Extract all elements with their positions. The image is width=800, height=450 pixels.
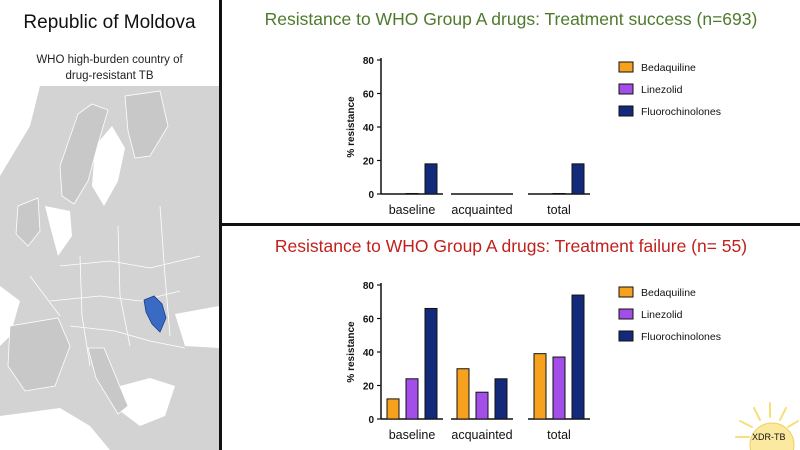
- legend-label-linezolid: Linezolid: [641, 309, 683, 321]
- y-tick-label: 80: [363, 56, 375, 67]
- bar-linezolid: [406, 379, 418, 419]
- y-tick-label: 60: [363, 90, 375, 101]
- bar-fluorochinolones: [495, 379, 507, 419]
- legend-swatch-bedaquiline: [619, 287, 633, 297]
- legend-swatch-linezolid: [619, 309, 633, 319]
- subtitle-line-2: drug-resistant TB: [6, 68, 213, 84]
- x-category-label: total: [547, 203, 571, 217]
- bar-linezolid: [553, 193, 565, 194]
- legend-label-fluorochinolones: Fluorochinolones: [641, 331, 721, 343]
- x-category-label: baseline: [389, 428, 436, 442]
- legend: Bedaquiline Linezolid Fluorochinolones: [619, 287, 721, 343]
- x-category-label: acquainted: [451, 203, 512, 217]
- chart-title-success: Resistance to WHO Group A drugs: Treatme…: [222, 9, 800, 30]
- y-tick-label: 80: [363, 281, 375, 292]
- legend-swatch-bedaquiline: [619, 62, 633, 72]
- left-panel: Republic of Moldova WHO high-burden coun…: [0, 0, 219, 450]
- legend-swatch-fluorochinolones: [619, 106, 633, 116]
- y-axis: 0 20 40 60 80: [363, 56, 381, 201]
- y-axis-label: % resistance: [346, 321, 357, 383]
- bar-fluorochinolones: [572, 164, 584, 194]
- y-tick-label: 40: [363, 123, 375, 134]
- y-tick-label: 20: [363, 157, 375, 168]
- legend-label-linezolid: Linezolid: [641, 84, 683, 96]
- y-tick-label: 40: [363, 348, 375, 359]
- x-category-label: acquainted: [451, 428, 512, 442]
- y-axis-label: % resistance: [346, 96, 357, 158]
- y-tick-label: 20: [363, 382, 375, 393]
- y-axis: 0 20 40 60 80: [363, 281, 381, 426]
- subtitle-line-1: WHO high-burden country of: [6, 52, 213, 68]
- bar-fluorochinolones: [425, 308, 437, 419]
- bar-bedaquiline: [457, 369, 469, 419]
- y-tick-label: 0: [368, 190, 374, 201]
- x-category-label: baseline: [389, 203, 436, 217]
- bar-linezolid: [476, 392, 488, 419]
- x-axis: baseline acquainted total: [381, 194, 590, 217]
- bar-fluorochinolones: [572, 295, 584, 419]
- y-tick-label: 60: [363, 315, 375, 326]
- legend-label-fluorochinolones: Fluorochinolones: [641, 106, 721, 118]
- y-tick-label: 0: [368, 415, 374, 426]
- bars: [387, 295, 584, 419]
- xdr-tb-label: XDR-TB: [752, 432, 786, 442]
- chart-treatment-success: 0 20 40 60 80 % resistance baseline acquainted t…: [222, 40, 800, 224]
- bar-fluorochinolones: [425, 164, 437, 194]
- bar-linezolid: [553, 357, 565, 419]
- x-axis: baseline acquainted total: [381, 419, 590, 442]
- country-title: Republic of Moldova: [0, 12, 219, 34]
- legend-label-bedaquiline: Bedaquiline: [641, 287, 696, 299]
- bar-linezolid: [406, 193, 418, 194]
- chart-title-failure: Resistance to WHO Group A drugs: Treatme…: [222, 236, 800, 257]
- legend-swatch-fluorochinolones: [619, 331, 633, 341]
- legend-label-bedaquiline: Bedaquiline: [641, 62, 696, 74]
- legend: Bedaquiline Linezolid Fluorochinolones: [619, 62, 721, 118]
- bar-bedaquiline: [534, 354, 546, 419]
- x-category-label: total: [547, 428, 571, 442]
- country-subtitle: WHO high-burden country of drug-resistan…: [6, 52, 213, 84]
- bars: [406, 164, 584, 194]
- legend-swatch-linezolid: [619, 84, 633, 94]
- europe-map: [0, 86, 219, 450]
- bar-bedaquiline: [387, 399, 399, 419]
